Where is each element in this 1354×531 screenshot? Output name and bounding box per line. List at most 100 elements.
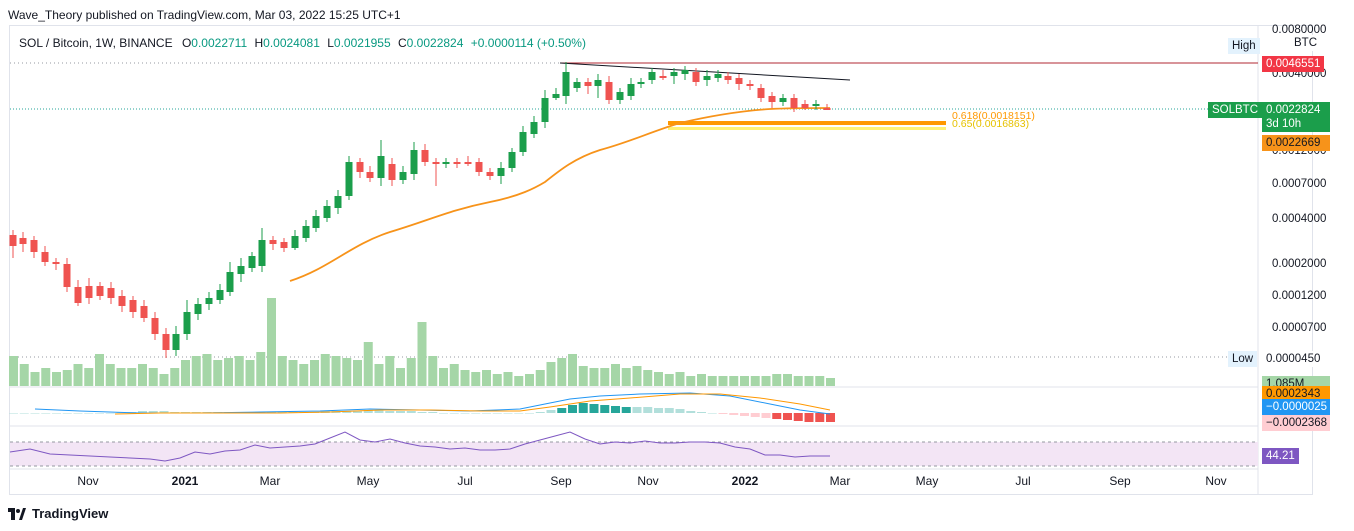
candle-body[interactable]: [616, 92, 624, 100]
volume-bar[interactable]: [310, 360, 319, 386]
candle-body[interactable]: [19, 238, 27, 244]
macd-histogram-bar[interactable]: [363, 410, 373, 413]
macd-histogram-bar[interactable]: [707, 413, 717, 414]
volume-bar[interactable]: [396, 368, 405, 386]
macd-histogram-bar[interactable]: [664, 408, 674, 413]
candle-body[interactable]: [345, 162, 353, 196]
macd-histogram-bar[interactable]: [30, 413, 40, 414]
candle-body[interactable]: [823, 108, 831, 110]
candle-body[interactable]: [399, 172, 407, 180]
volume-bar[interactable]: [675, 372, 685, 386]
volume-bar[interactable]: [62, 370, 72, 386]
candle-body[interactable]: [30, 240, 38, 252]
macd-histogram-bar[interactable]: [815, 413, 825, 422]
candle-body[interactable]: [790, 98, 798, 108]
volume-bars[interactable]: [9, 298, 835, 386]
macd-histogram-bar[interactable]: [342, 411, 352, 413]
candle-body[interactable]: [107, 288, 115, 298]
volume-bar[interactable]: [181, 360, 190, 386]
candle-body[interactable]: [453, 162, 461, 164]
volume-bar[interactable]: [105, 364, 115, 386]
macd-histogram-bar[interactable]: [675, 409, 685, 413]
volume-bar[interactable]: [621, 368, 631, 386]
volume-bar[interactable]: [815, 376, 825, 386]
volume-bar[interactable]: [643, 370, 653, 386]
candle-body[interactable]: [779, 98, 787, 102]
macd-histogram-bar[interactable]: [482, 413, 491, 414]
candle-body[interactable]: [291, 236, 299, 248]
volume-bar[interactable]: [492, 374, 502, 386]
candle-body[interactable]: [248, 256, 256, 268]
macd-histogram-bar[interactable]: [718, 413, 728, 414]
candle-body[interactable]: [692, 72, 700, 82]
candle-body[interactable]: [183, 312, 191, 334]
candle-body[interactable]: [280, 242, 288, 248]
macd-histogram-bar[interactable]: [471, 413, 481, 414]
macd-histogram-bar[interactable]: [73, 413, 83, 414]
macd-histogram-bar[interactable]: [62, 413, 72, 414]
macd-histogram-bar[interactable]: [611, 406, 620, 413]
candle-body[interactable]: [74, 287, 82, 303]
volume-bar[interactable]: [342, 358, 352, 386]
volume-bar[interactable]: [9, 356, 18, 386]
volume-bar[interactable]: [600, 368, 610, 386]
macd-histogram-bar[interactable]: [793, 413, 803, 421]
macd-histogram-bar[interactable]: [9, 413, 18, 414]
candle-body[interactable]: [258, 240, 266, 266]
candle-body[interactable]: [442, 162, 450, 164]
macd-histogram-bar[interactable]: [761, 413, 771, 418]
volume-bar[interactable]: [245, 360, 255, 386]
volume-bar[interactable]: [686, 376, 696, 386]
volume-bar[interactable]: [439, 368, 448, 386]
macd-pane[interactable]: [9, 392, 835, 422]
symbol-legend[interactable]: SOL / Bitcoin, 1W, BINANCE O0.0022711 H0…: [19, 36, 586, 50]
macd-histogram-bar[interactable]: [406, 411, 416, 413]
volume-bar[interactable]: [95, 354, 104, 386]
volume-bar[interactable]: [514, 376, 524, 386]
macd-histogram-bar[interactable]: [686, 411, 696, 413]
candle-body[interactable]: [562, 72, 570, 96]
candles-group[interactable]: [9, 62, 831, 358]
candle-body[interactable]: [594, 80, 602, 86]
volume-bar[interactable]: [611, 364, 620, 386]
macd-histogram-bar[interactable]: [396, 411, 405, 413]
trend-line[interactable]: [559, 62, 851, 81]
chart-area[interactable]: [9, 25, 1313, 495]
volume-bar[interactable]: [138, 364, 147, 386]
volume-bar[interactable]: [654, 372, 663, 386]
macd-histogram-bar[interactable]: [84, 413, 94, 414]
volume-bar[interactable]: [41, 368, 51, 386]
candle-body[interactable]: [648, 72, 656, 80]
candle-body[interactable]: [96, 286, 104, 296]
volume-bar[interactable]: [707, 376, 717, 386]
macd-histogram-bar[interactable]: [148, 411, 158, 413]
macd-histogram-bar[interactable]: [729, 413, 739, 415]
macd-histogram-bar[interactable]: [525, 413, 534, 414]
macd-histogram-bar[interactable]: [654, 408, 663, 413]
candle-body[interactable]: [9, 235, 17, 246]
fib-618-line[interactable]: [668, 121, 946, 125]
volume-bar[interactable]: [664, 374, 674, 386]
volume-bar[interactable]: [449, 364, 459, 386]
volume-bar[interactable]: [30, 372, 40, 386]
volume-bar[interactable]: [826, 378, 835, 386]
macd-histogram-bar[interactable]: [19, 413, 29, 414]
macd-histogram-bar[interactable]: [535, 412, 545, 413]
macd-histogram-bar[interactable]: [578, 403, 588, 413]
macd-histogram-bar[interactable]: [159, 411, 169, 413]
candle-body[interactable]: [129, 300, 137, 312]
volume-bar[interactable]: [546, 362, 556, 386]
candle-body[interactable]: [497, 168, 505, 176]
macd-histogram-bar[interactable]: [740, 413, 749, 416]
volume-bar[interactable]: [159, 374, 169, 386]
volume-bar[interactable]: [288, 360, 298, 386]
volume-bar[interactable]: [277, 356, 287, 386]
candle-body[interactable]: [85, 286, 93, 298]
candle-body[interactable]: [573, 82, 581, 88]
volume-bar[interactable]: [320, 354, 330, 386]
candle-body[interactable]: [52, 262, 60, 264]
candle-body[interactable]: [486, 172, 494, 176]
candle-body[interactable]: [735, 78, 743, 84]
volume-bar[interactable]: [73, 364, 83, 386]
